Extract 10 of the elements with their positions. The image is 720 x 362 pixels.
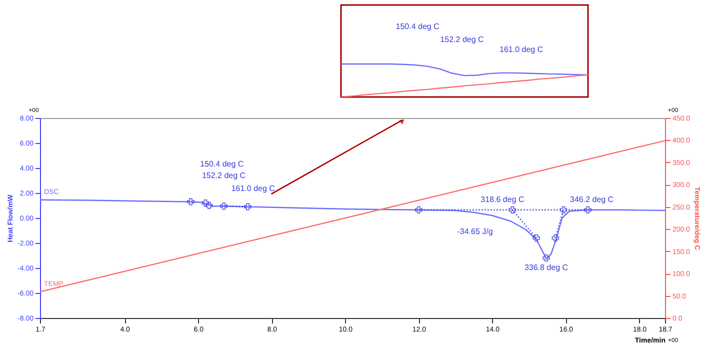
text: 152.2 deg C — [440, 34, 484, 44]
annotation: 318.6 deg C — [480, 194, 524, 204]
text: 161.0 deg C — [500, 45, 544, 54]
annotation: 346.2 deg C — [570, 194, 614, 204]
annotation: 152.2 deg C — [202, 171, 246, 180]
annotation: 150.4 deg C — [200, 160, 244, 168]
annotation: 336.8 deg C — [524, 263, 568, 272]
annotation: 161.0 deg C — [231, 184, 276, 194]
annotation: -34.65 J/g — [457, 227, 493, 236]
text: 150.4 deg C — [396, 22, 440, 32]
